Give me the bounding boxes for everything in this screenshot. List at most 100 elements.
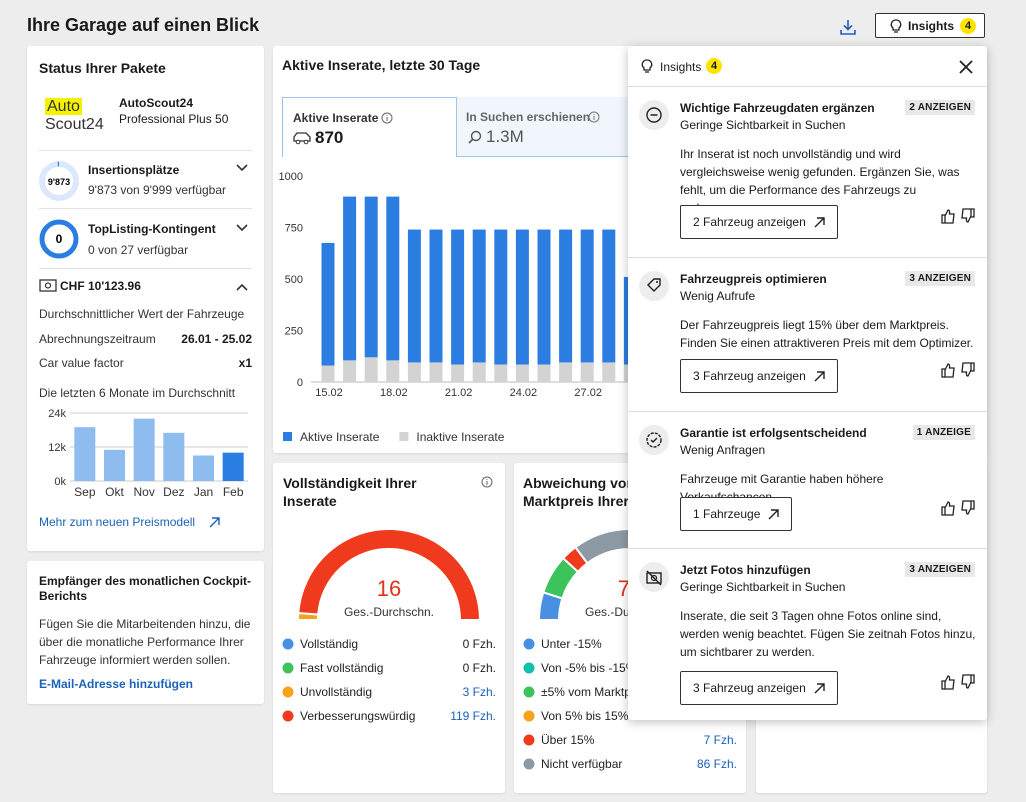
feedback-thumbs[interactable] (941, 500, 975, 516)
download-icon[interactable] (839, 18, 857, 36)
bar-segment (321, 242, 335, 366)
legend-swatch (283, 432, 292, 441)
email-link[interactable]: E-Mail-Adresse hinzufügen (39, 677, 194, 691)
x-tick-label: 18.02 (380, 387, 408, 399)
legend-label: Nicht verfügbar (541, 757, 622, 771)
insight-button[interactable]: 3 Fahrzeug anzeigen (680, 359, 838, 393)
y-tick-label: 12k (48, 442, 66, 454)
button-label: 2 Fahrzeug anzeigen (693, 215, 806, 229)
insight-icon (639, 562, 669, 592)
chevron-down[interactable] (236, 164, 248, 172)
panel-header: Insights 4 (628, 46, 987, 86)
close-button[interactable] (959, 60, 973, 74)
row-label: Car value factor (39, 356, 124, 370)
x-tick-label: Nov (133, 485, 154, 499)
tab[interactable]: In Suchen erschienen 1.3M (457, 97, 632, 157)
chevron-down[interactable] (236, 224, 248, 232)
link-text: Mehr zum neuen Preismodell (39, 515, 196, 529)
button-label: 3 Fahrzeug anzeigen (693, 369, 806, 383)
chevron-up[interactable] (236, 283, 248, 291)
price-model-link[interactable]: Mehr zum neuen Preismodell (39, 515, 220, 529)
divider (39, 268, 252, 269)
legend-label: Unvollständig (300, 685, 372, 699)
y-tick-label: 0k (54, 476, 66, 488)
legend-count: 3 Fzh. (463, 685, 496, 699)
insights-button[interactable]: Insights 4 (875, 13, 985, 38)
x-tick-label: Feb (223, 485, 244, 499)
arrow-icon (814, 370, 825, 381)
insight-subtitle: Geringe Sichtbarkeit in Suchen (680, 580, 846, 594)
bar-segment (580, 229, 594, 363)
legend-dot (282, 662, 294, 674)
slots-gauge: 9'873 (39, 161, 79, 201)
bar-segment (364, 196, 378, 358)
logo-text: Scout24 (45, 116, 104, 133)
report-card: Empfänger des monatlichen Cockpit-Berich… (27, 561, 264, 704)
legend-swatch (399, 432, 409, 441)
insight-item: Wichtige Fahrzeugdaten ergänzen 2 ANZEIGE… (628, 86, 987, 257)
y-tick-label: 500 (285, 274, 303, 286)
legend-label: ±5% vom Marktpreis (541, 685, 650, 699)
gauge-score: 16 (377, 576, 401, 601)
tab-value: 870 (315, 128, 344, 147)
bar-segment (537, 229, 551, 365)
bar (163, 432, 185, 481)
card-title: Status Ihrer Pakete (39, 60, 166, 76)
account-plan: Professional Plus 50 (119, 112, 229, 126)
insight-subtitle: Geringe Sichtbarkeit in Suchen (680, 118, 846, 132)
bar-segment (321, 365, 335, 382)
divider (39, 208, 252, 209)
x-tick-label: 27.02 (574, 387, 602, 399)
legend-dot (523, 662, 535, 674)
bar-segment (429, 362, 443, 382)
panel-title: Insights (660, 60, 702, 74)
legend-label: Von -5% bis -15% (541, 661, 637, 675)
insight-item: Garantie ist erfolgsentscheidend 1 ANZEIG… (628, 411, 987, 548)
legend-label: Inaktive Inserate (416, 430, 504, 444)
bar-segment (515, 229, 529, 365)
bar-segment (602, 229, 616, 363)
legend-dot (523, 734, 535, 746)
feedback-thumbs[interactable] (941, 674, 975, 690)
item-text: 9'873 von 9'999 verfügbar (88, 183, 227, 197)
bar (74, 427, 96, 481)
tab-active[interactable]: Aktive Inserate 870 (282, 97, 457, 157)
y-tick-label: 0 (297, 377, 303, 389)
search-icon (468, 130, 482, 144)
info-icon (481, 476, 493, 488)
history-chart: 0k 12k 24k Sep Okt Nov Dez Jan Feb (48, 408, 248, 499)
insight-button[interactable]: 2 Fahrzeug anzeigen (680, 205, 838, 239)
insight-title: Wichtige Fahrzeugdaten ergänzen (680, 101, 875, 115)
car-icon (293, 132, 311, 145)
completeness-card: Vollständigkeit Ihrer Inserate 16 Ges.-Du… (273, 463, 505, 793)
bar-segment (494, 229, 508, 365)
bulb-icon (641, 59, 653, 73)
bar-segment (343, 360, 357, 382)
legend-dot (282, 638, 294, 650)
insight-button[interactable]: 1 Fahrzeuge (680, 497, 793, 531)
bar-segment (407, 362, 421, 382)
item-title: Insertionsplätze (88, 163, 180, 177)
bar-segment (494, 364, 508, 382)
x-tick-label: Dez (163, 485, 184, 499)
insight-title: Garantie ist erfolgsentscheidend (680, 426, 867, 440)
page-title: Ihre Garage auf einen Blick (27, 15, 260, 35)
legend-label: Vollständig (300, 637, 358, 651)
logo-text: Auto (45, 98, 82, 115)
insight-item: Jetzt Fotos hinzufügen 3 ANZEIGEN Geringe … (628, 548, 987, 720)
feedback-thumbs[interactable] (941, 362, 975, 378)
card-title: Aktive Inserate, letzte 30 Tage (282, 57, 481, 73)
arrow-icon (814, 682, 825, 693)
insight-button[interactable]: 3 Fahrzeug anzeigen (680, 671, 838, 705)
value-amount: CHF 10'123.96 (60, 279, 141, 293)
ring-used (39, 161, 79, 201)
completeness-gauge: 16 Ges.-Durchschn. Vollständig 0 Fzh. Fast v… (282, 528, 496, 723)
insight-tag: 2 ANZEIGEN (905, 100, 975, 115)
legend-count: 7 Fzh. (704, 733, 737, 747)
item-title: TopListing-Kontingent (88, 222, 216, 236)
insight-icon (639, 271, 669, 301)
legend-count: 0 Fzh. (463, 637, 496, 651)
bar-segment (602, 362, 616, 382)
feedback-thumbs[interactable] (941, 208, 975, 224)
y-tick-label: 750 (285, 223, 303, 235)
